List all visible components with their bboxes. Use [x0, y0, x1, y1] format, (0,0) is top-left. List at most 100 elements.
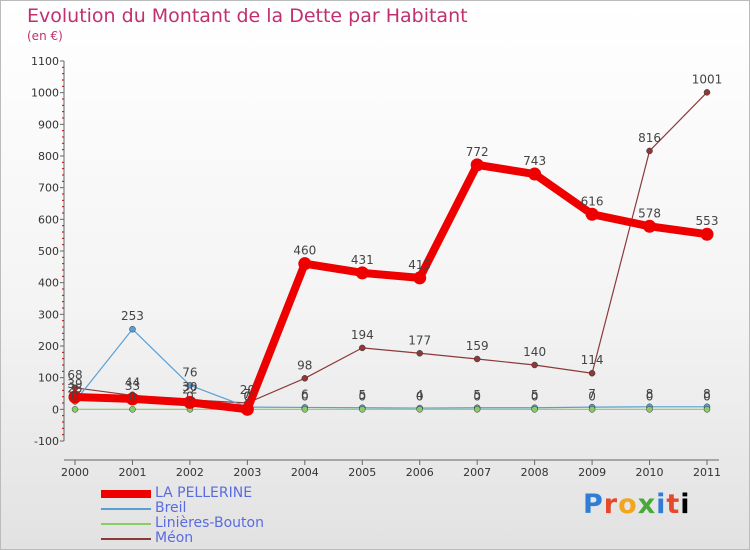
data-point: [473, 355, 481, 363]
data-label: 5: [358, 388, 366, 402]
data-point: [528, 167, 542, 181]
data-label: 30: [182, 380, 197, 394]
data-label: 460: [293, 244, 316, 258]
data-point: [531, 361, 538, 369]
data-label: 8: [646, 387, 654, 401]
y-tick-label: 700: [38, 182, 59, 195]
data-point: [416, 350, 423, 357]
y-tick-label: 200: [38, 340, 59, 353]
data-point: [68, 390, 82, 404]
data-point: [585, 207, 599, 221]
x-tick-label: 2001: [118, 466, 146, 479]
data-point: [125, 392, 139, 406]
legend-label: Breil: [155, 500, 187, 516]
x-tick-label: 2000: [61, 466, 89, 479]
data-label: 0: [358, 389, 366, 403]
x-tick-label: 2004: [291, 466, 319, 479]
data-label: 194: [351, 328, 374, 342]
data-point: [413, 271, 427, 285]
data-label: 0: [646, 389, 654, 403]
x-tick-label: 2011: [693, 466, 721, 479]
y-tick-label: 1100: [31, 55, 59, 68]
data-label: 7: [244, 387, 252, 401]
data-point: [359, 344, 366, 352]
x-tick-label: 2007: [463, 466, 491, 479]
data-point: [301, 406, 309, 413]
y-tick-label: 500: [38, 245, 59, 258]
data-label: 20: [240, 383, 255, 397]
legend-label: Linières-Bouton: [155, 515, 264, 531]
x-tick-label: 2005: [348, 466, 376, 479]
data-point: [240, 402, 254, 416]
legend-swatch-breil: [101, 508, 151, 510]
legend-label: LA PELLERINE: [155, 485, 253, 501]
series-line: [74, 328, 708, 409]
data-point: [359, 406, 366, 413]
data-point: [700, 227, 714, 241]
data-label: 5: [531, 388, 539, 402]
series-line: [74, 91, 708, 404]
legend-swatch-la-pellerine: [101, 490, 151, 498]
data-point: [71, 406, 79, 413]
data-point: [703, 89, 711, 96]
series-line: [71, 160, 711, 414]
data-label: 0: [186, 389, 194, 403]
data-label: 415: [408, 258, 431, 272]
data-label: 431: [351, 253, 374, 267]
y-tick-label: -100: [34, 435, 59, 448]
x-tick-label: 2006: [406, 466, 434, 479]
x-tick-label: 2002: [176, 466, 204, 479]
y-tick-label: 800: [38, 150, 59, 163]
series-la-pellerine: [68, 158, 714, 416]
proxiti-logo: Proxiti: [583, 489, 691, 520]
data-label: 5: [473, 388, 481, 402]
series-lines: [68, 89, 714, 416]
data-label: 0: [244, 389, 252, 403]
data-label: 140: [523, 345, 546, 359]
y-tick-label: 400: [38, 277, 59, 290]
legend-swatch-linieres-bouton: [101, 523, 151, 525]
data-label: 22: [182, 382, 197, 396]
data-label: 1001: [692, 72, 723, 86]
x-tick-label: 2003: [233, 466, 261, 479]
data-label: 98: [297, 358, 312, 372]
data-label: 6: [301, 387, 309, 401]
data-point: [473, 406, 481, 413]
data-point: [588, 406, 596, 413]
data-label: 0: [531, 389, 539, 403]
data-label: 0: [703, 389, 711, 403]
data-point: [183, 395, 197, 409]
data-label: 25: [67, 381, 82, 395]
data-point: [301, 375, 309, 382]
data-label: 0: [301, 389, 309, 403]
data-point: [703, 406, 711, 413]
data-label: 33: [125, 379, 140, 393]
data-label: 177: [408, 333, 431, 347]
legend-swatch-meon: [101, 538, 151, 540]
data-label: 39: [67, 377, 82, 391]
data-label: 578: [638, 206, 661, 220]
data-point: [129, 325, 136, 333]
data-label: 159: [466, 339, 489, 353]
data-label: 0: [588, 389, 596, 403]
y-tick-label: 100: [38, 372, 59, 385]
data-point: [531, 406, 538, 413]
data-label: 0: [244, 389, 252, 403]
data-label: 8: [703, 387, 711, 401]
data-label: 0: [129, 389, 137, 403]
x-tick-label: 2009: [578, 466, 606, 479]
data-point: [646, 406, 653, 413]
chart-title: Evolution du Montant de la Dette par Hab…: [27, 5, 468, 27]
data-label: 553: [696, 214, 719, 228]
data-label: 76: [182, 365, 197, 379]
data-point: [298, 257, 312, 271]
y-tick-label: 0: [52, 403, 59, 416]
x-tick-label: 2010: [636, 466, 664, 479]
data-label: 68: [67, 368, 82, 382]
data-label: 44: [125, 375, 140, 389]
data-label: 743: [523, 154, 546, 168]
data-label: 816: [638, 131, 661, 145]
